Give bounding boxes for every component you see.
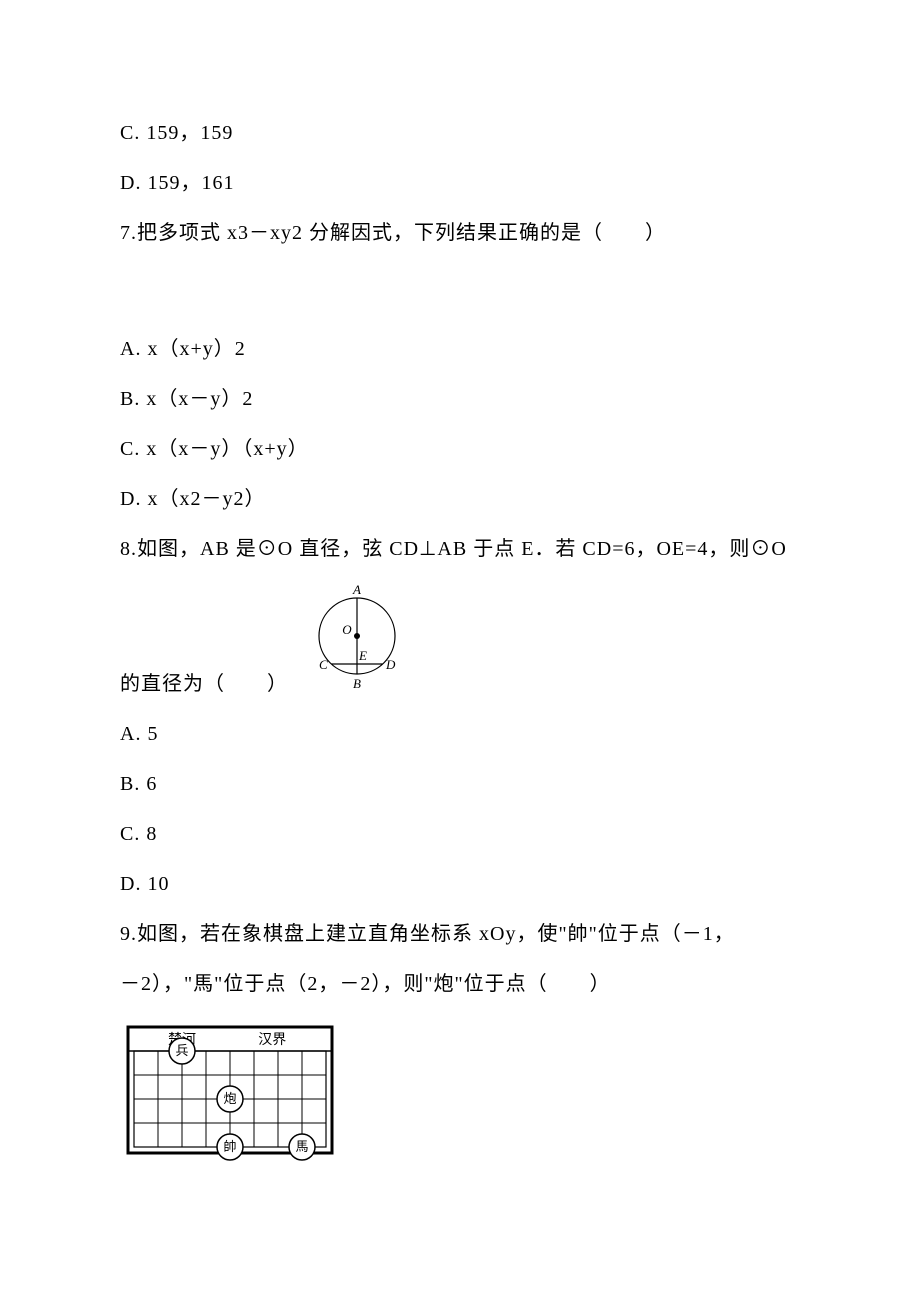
q7-option-d: D. x（x2－y2） xyxy=(120,476,800,522)
q8-option-b: B. 6 xyxy=(120,761,800,807)
svg-text:B: B xyxy=(353,676,361,691)
q9-chess-diagram: 楚河汉界兵炮帥馬 xyxy=(120,1017,800,1184)
q8-stem-line2-row: 的直径为（ ） A B C D EO xyxy=(120,576,800,707)
svg-text:C: C xyxy=(319,657,328,672)
svg-text:馬: 馬 xyxy=(295,1139,308,1154)
svg-text:帥: 帥 xyxy=(223,1139,236,1154)
q7-option-a: A. x（x+y）2 xyxy=(120,326,800,372)
q8-option-c: C. 8 xyxy=(120,811,800,857)
svg-text:炮: 炮 xyxy=(223,1091,236,1106)
svg-text:兵: 兵 xyxy=(175,1043,188,1058)
q8-option-d: D. 10 xyxy=(120,861,800,907)
q8-option-a: A. 5 xyxy=(120,711,800,757)
q8-stem-line1: 8.如图，AB 是⊙O 直径，弦 CD⊥AB 于点 E．若 CD=6，OE=4，… xyxy=(120,526,800,572)
q9-stem-line2: －2），"馬"位于点（2，－2），则"炮"位于点（ ） xyxy=(120,961,800,1007)
q6-option-c: C. 159，159 xyxy=(120,110,800,156)
svg-text:D: D xyxy=(385,657,396,672)
q9-stem-line1: 9.如图，若在象棋盘上建立直角坐标系 xOy，使"帥"位于点（－1， xyxy=(120,911,800,957)
q8-circle-diagram: A B C D EO xyxy=(292,576,422,711)
svg-text:O: O xyxy=(342,622,352,637)
q8-stem-line2: 的直径为（ ） xyxy=(120,661,288,707)
q6-option-d: D. 159，161 xyxy=(120,160,800,206)
q7-option-b: B. x（x－y）2 xyxy=(120,376,800,422)
q7-option-c: C. x（x－y）（x+y） xyxy=(120,426,800,472)
q7-stem: 7.把多项式 x3－xy2 分解因式，下列结果正确的是（ ） xyxy=(120,210,800,256)
svg-text:A: A xyxy=(352,582,361,597)
svg-text:汉界: 汉界 xyxy=(258,1032,286,1048)
svg-text:E: E xyxy=(358,648,367,663)
